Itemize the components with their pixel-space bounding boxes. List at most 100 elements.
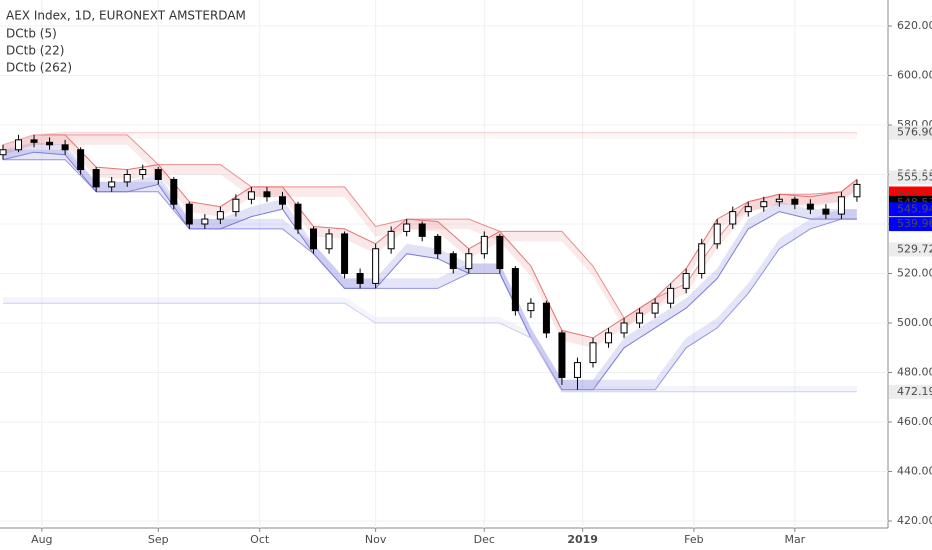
candle-body — [201, 218, 209, 225]
candle-body — [387, 230, 395, 250]
candle-body — [605, 332, 613, 344]
x-tick-label: 2019 — [567, 533, 598, 546]
candle-body — [372, 248, 380, 284]
candle-body — [15, 139, 23, 151]
candle-body — [325, 233, 333, 250]
candle-body — [806, 203, 814, 210]
candle-body — [853, 183, 861, 198]
x-tick-label: Dec — [474, 533, 495, 546]
candle-body — [170, 178, 178, 205]
candle-body — [775, 198, 783, 203]
candle-body — [729, 211, 737, 225]
candle-body — [667, 287, 675, 304]
candle-body — [558, 332, 566, 378]
candle-body — [185, 203, 193, 225]
candle-body — [496, 235, 504, 270]
candle-body — [403, 223, 411, 232]
candle-body — [589, 342, 597, 364]
candle-body — [573, 362, 581, 378]
candle-body — [651, 302, 659, 314]
candle-body — [682, 273, 690, 289]
candle-body — [542, 302, 550, 334]
candle-body — [216, 211, 224, 220]
x-tick-label: Oct — [250, 533, 270, 546]
candle-body — [278, 196, 286, 205]
candle-body — [527, 302, 535, 312]
legend: DCtb (5) DCtb (22) DCtb (262) — [6, 27, 72, 75]
candle-body — [636, 312, 644, 324]
candle-body — [791, 198, 799, 205]
price-marker — [889, 384, 932, 399]
channel-lower — [3, 159, 857, 391]
chart-title: AEX Index, 1D, EURONEXT AMSTERDAM — [6, 9, 246, 23]
candle-body — [139, 169, 147, 176]
candle-body — [294, 203, 302, 230]
candle-body — [465, 253, 473, 270]
price-marker-label: 576.90 — [897, 126, 932, 139]
candle-body — [434, 235, 442, 255]
candle-body — [123, 174, 131, 183]
price-marker-label: 472.19 — [897, 385, 932, 398]
candle-body — [713, 223, 721, 245]
candle-body — [46, 141, 54, 146]
candle-body — [154, 169, 162, 180]
x-tick-label: Mar — [784, 533, 805, 546]
candle-body — [30, 139, 38, 143]
price-marker-label: 539.96 — [897, 217, 932, 230]
price-marker — [889, 202, 932, 217]
candles — [0, 134, 861, 390]
candle-body — [511, 268, 519, 312]
candle-body — [263, 191, 271, 198]
candle-body — [310, 228, 318, 250]
legend-entry: DCtb (262) — [6, 61, 72, 75]
candle-body — [822, 208, 830, 215]
price-marker-label: 545.94 — [897, 202, 932, 215]
candle-body — [356, 273, 364, 284]
y-tick-label: 520.00 — [897, 267, 932, 280]
channels — [2, 132, 858, 393]
candle-body — [232, 198, 240, 213]
candle-body — [77, 149, 85, 171]
channel-upper — [2, 134, 858, 339]
candle-body — [108, 181, 116, 188]
grid — [0, 0, 888, 528]
y-tick-label: 500.00 — [897, 316, 932, 329]
candle-body — [760, 201, 768, 208]
channel-upper — [2, 134, 858, 319]
axes: 420.00440.00460.00480.00500.00520.00540.… — [31, 19, 932, 546]
price-marker — [889, 170, 932, 185]
x-tick-label: Feb — [684, 533, 703, 546]
price-marker — [889, 242, 932, 257]
price-marker — [889, 125, 932, 140]
price-marker-label: 529.72 — [897, 242, 932, 255]
candle-body — [247, 191, 255, 200]
channel-lower-band — [3, 142, 857, 390]
y-tick-label: 620.00 — [897, 19, 932, 32]
candle-body — [480, 235, 488, 255]
candle-body — [61, 144, 69, 151]
candle-body — [0, 149, 7, 156]
x-tick-label: Aug — [31, 533, 52, 546]
x-tick-label: Nov — [365, 533, 387, 546]
price-marker — [889, 217, 932, 232]
legend-entry: DCtb (5) — [6, 27, 57, 41]
legend-entry: DCtb (22) — [6, 44, 64, 58]
y-tick-label: 440.00 — [897, 465, 932, 478]
price-marker-label: 555.55 — [897, 171, 932, 184]
candle-body — [744, 206, 752, 213]
candle-body — [92, 169, 100, 188]
candle-body — [418, 223, 426, 237]
channel-lower — [3, 302, 857, 393]
candle-body — [698, 243, 706, 275]
y-tick-label: 460.00 — [897, 415, 932, 428]
y-tick-label: 480.00 — [897, 366, 932, 379]
candle-body — [341, 233, 349, 274]
y-tick-label: 420.00 — [897, 514, 932, 527]
candle-body — [620, 322, 628, 334]
channel-upper — [2, 132, 857, 146]
y-tick-label: 600.00 — [897, 69, 932, 82]
candle-body — [837, 196, 845, 215]
candle-body — [449, 253, 457, 270]
channel-upper-band — [3, 132, 857, 151]
